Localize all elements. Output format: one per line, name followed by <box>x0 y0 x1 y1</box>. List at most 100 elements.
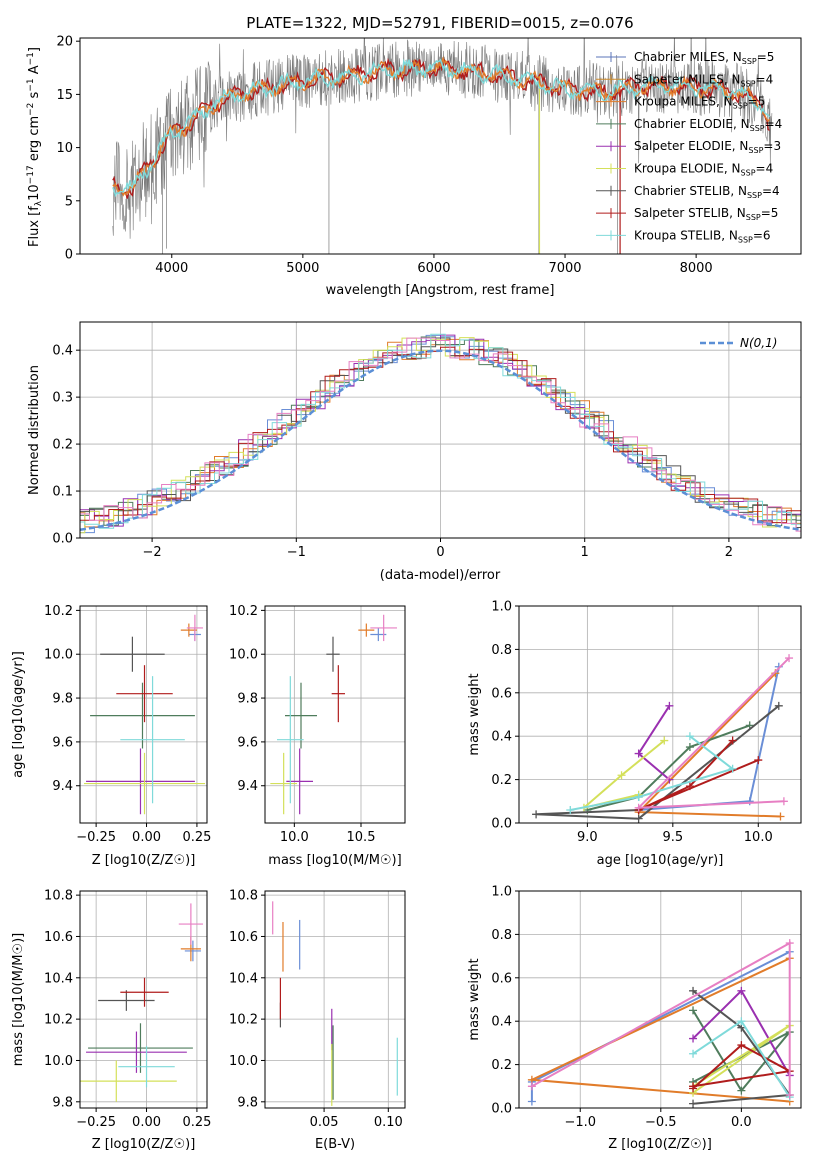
legend-label: Salpeter ELODIE, NSSP=3 <box>634 139 781 155</box>
residual-histogram-line <box>80 337 801 532</box>
y-tick-label: 9.8 <box>52 692 73 707</box>
y-tick-label: 9.8 <box>237 692 258 707</box>
histograms <box>80 333 801 534</box>
mass-weight-marker <box>685 782 694 791</box>
legend-label: Kroupa MILES, NSSP=5 <box>634 95 765 111</box>
legend-label: Chabrier ELODIE, NSSP=4 <box>634 117 782 133</box>
tick-labels: −0.25 0.00 0.25 9.4 9.6 9.8 10.0 10.2 <box>44 604 211 845</box>
axes-frame <box>79 605 208 824</box>
age-vs-metallicity-panel: −0.25 0.00 0.25 9.4 9.6 9.8 10.0 10.2 Z [log10(Z… <box>11 604 211 868</box>
y-tick-label: 10.8 <box>229 889 258 904</box>
spectrum-title: PLATE=1322, MJD=52791, FIBERID=0015, z=0… <box>246 14 633 32</box>
x-tick-label: −1 <box>287 545 306 560</box>
mass-vs-metallicity-panel: −0.25 0.00 0.25 9.8 10.0 10.2 10.4 10.6 10.8 Z [l… <box>11 889 211 1152</box>
mass-weight-vs-metallicity-panel: −1.0 −0.5 0.0 0.0 0.2 0.4 0.6 0.8 1.0 Z [log10(Z/… <box>467 885 802 1152</box>
legend-label: Kroupa ELODIE, NSSP=4 <box>634 162 773 178</box>
y-tick-label: 0.3 <box>52 391 73 406</box>
legend-count: =4 <box>762 184 780 198</box>
error-bars <box>84 614 205 815</box>
legend-subscript: SSP <box>750 124 765 133</box>
mass-weight-marker <box>737 1041 746 1050</box>
x-tick-label: 0.00 <box>132 830 161 845</box>
x-tick-label: 10.5 <box>347 830 376 845</box>
age-vs-mass-panel: 10.0 10.5 9.4 9.6 9.8 10.0 10.2 mass [log10(M/M… <box>229 604 406 868</box>
y-tick-label: 0 <box>65 248 73 263</box>
y-tick-label: 9.4 <box>52 779 73 794</box>
y-tick-label: 10.4 <box>229 971 258 986</box>
mass-weight-marker <box>527 1097 536 1106</box>
y-tick-label: 0.0 <box>491 1102 512 1117</box>
legend-count: =5 <box>748 95 766 109</box>
normal-curve-line <box>80 349 801 532</box>
x-tick-label: 5000 <box>286 261 319 276</box>
normal-legend-label: N(0,1) <box>740 336 777 350</box>
mass-weight-marker <box>776 812 785 821</box>
legend-label: Kroupa STELIB, NSSP=6 <box>634 228 771 244</box>
x-tick-label: 10.0 <box>744 830 773 845</box>
y-tick-label: 0.4 <box>52 344 73 359</box>
spectrum-panel: PLATE=1322, MJD=52791, FIBERID=0015, z=0… <box>26 14 802 298</box>
y-tick-label: 10.2 <box>44 604 73 619</box>
mass-weight-marker <box>728 736 737 745</box>
x-axis-label: age [log10(age/yr)] <box>597 853 724 868</box>
mass-weight-marker <box>689 1006 698 1015</box>
mass-weight-marker <box>779 797 788 806</box>
y-tick-label: 10.2 <box>229 1013 258 1028</box>
y-tick-label: 10.0 <box>229 648 258 663</box>
error-bars <box>272 901 398 1106</box>
y-tick-label: 0.2 <box>52 438 73 453</box>
residuals-x-label: (data-model)/error <box>380 568 501 583</box>
y-tick-label: 9.8 <box>237 1095 258 1110</box>
tick-labels: 4000 5000 6000 7000 8000 0 5 10 15 20 <box>56 35 712 276</box>
axes-frame <box>79 890 208 1109</box>
y-tick-label: 10.8 <box>44 889 73 904</box>
y-tick-label: 0.4 <box>491 730 512 745</box>
legend-subscript: SSP <box>746 213 761 222</box>
mass-weight-marker <box>728 764 737 773</box>
legend-count: =4 <box>765 117 783 131</box>
mass-weight-line <box>587 724 751 811</box>
x-tick-label: 9.5 <box>662 830 683 845</box>
y-tick-label: 20 <box>56 35 73 50</box>
x-tick-label: 4000 <box>155 261 188 276</box>
mass-weight-line <box>570 735 735 811</box>
legend-count: =5 <box>761 206 779 220</box>
error-bars <box>270 614 397 815</box>
x-axis-label: E(B-V) <box>315 1137 355 1152</box>
mass-weight-marker <box>660 736 669 745</box>
x-tick-label: 0.00 <box>132 1115 161 1130</box>
legend-count: =6 <box>753 228 771 242</box>
mass-weight-marker <box>665 701 674 710</box>
x-axis-label: Z [log10(Z/Z☉)] <box>608 1137 712 1152</box>
tick-labels: −2 −1 0 1 2 0.0 0.1 0.2 0.3 0.4 <box>52 344 733 560</box>
mass-weight-marker <box>527 1082 536 1091</box>
y-tick-label: 9.4 <box>237 779 258 794</box>
legend-count: =5 <box>757 50 775 64</box>
x-tick-label: 7000 <box>548 261 581 276</box>
y-tick-label: 10.0 <box>44 648 73 663</box>
mass-weight-marker <box>745 797 754 806</box>
tick-labels: 10.0 10.5 9.4 9.6 9.8 10.0 10.2 <box>229 604 375 845</box>
y-tick-label: 0.8 <box>491 643 512 658</box>
axes-frame <box>79 37 802 255</box>
axes-frame <box>79 321 802 539</box>
mass-weight-marker <box>785 939 794 948</box>
mass-weight-marker <box>685 743 694 752</box>
legend-subscript: SSP <box>747 191 762 200</box>
axes-frame <box>264 890 406 1109</box>
legend-count: =4 <box>756 72 774 86</box>
y-tick-label: 10.2 <box>44 1013 73 1028</box>
y-axis-label: mass weight <box>467 673 482 755</box>
mass-weight-marker <box>685 732 694 741</box>
mass-weight-line <box>536 705 780 820</box>
mass-weight-vs-age-panel: 9.0 9.5 10.0 0.0 0.2 0.4 0.6 0.8 1.0 age [log10(a… <box>467 600 802 868</box>
y-tick-label: 0.2 <box>491 773 512 788</box>
legend-subscript: SSP <box>741 169 756 178</box>
mass-weight-marker <box>689 986 698 995</box>
mass-weight-marker <box>634 749 643 758</box>
mass-weight-marker <box>689 1082 698 1091</box>
residual-histogram-line <box>80 333 801 529</box>
mass-weight-marker <box>737 1017 746 1026</box>
x-tick-label: −0.25 <box>76 1115 116 1130</box>
y-tick-label: 10.4 <box>44 971 73 986</box>
